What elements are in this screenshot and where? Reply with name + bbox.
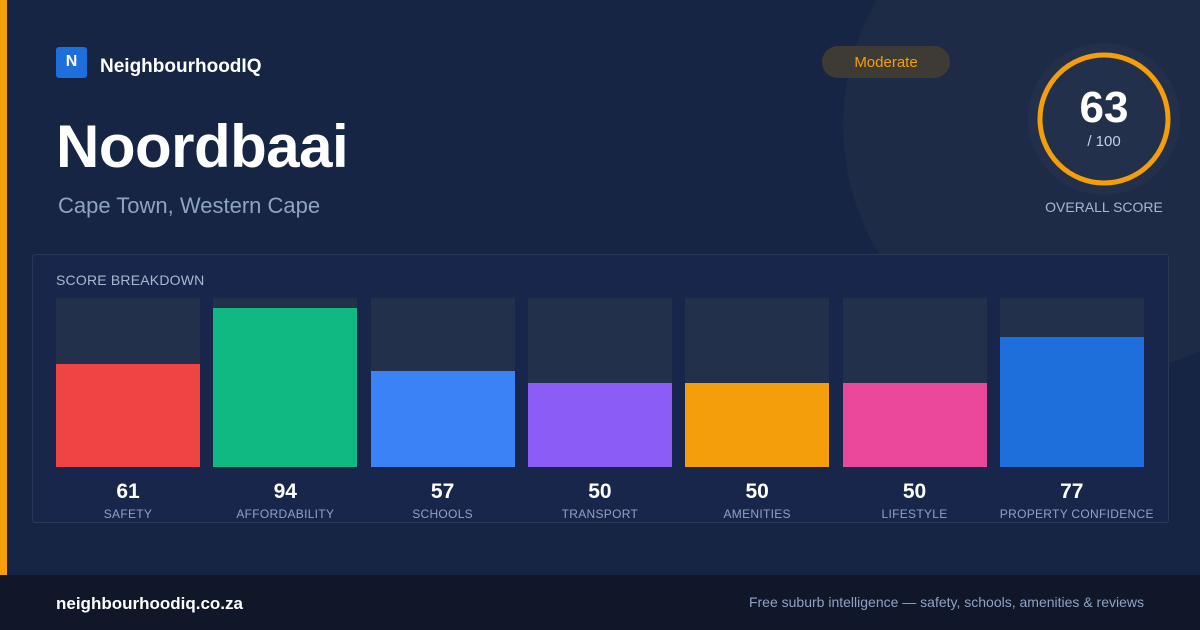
bar-value: 61 (116, 480, 140, 503)
footer-tagline: Free suburb intelligence — safety, schoo… (748, 594, 1144, 610)
bar-track (56, 298, 200, 467)
overall-score-caption: OVERALL SCORE (1045, 199, 1163, 215)
bar-fill (527, 382, 672, 467)
score-ring-progress (1037, 52, 1171, 186)
bar-label: TRANSPORT (561, 507, 639, 521)
bar-track (213, 298, 358, 467)
bar-track (842, 298, 987, 467)
bar-label: SCHOOLS (412, 507, 473, 521)
bar-fill (842, 382, 987, 467)
bar-track (370, 298, 515, 467)
bar-track (999, 298, 1144, 467)
bar-fill (213, 308, 358, 467)
score-bar-lifestyle: 50 LIFESTYLE (842, 298, 987, 521)
score-bar-property-confidence: 77 PROPERTY CONFIDENCE (999, 298, 1154, 521)
overall-score-ring: 63 / 100 (1028, 43, 1180, 195)
bar-value: 77 (1060, 480, 1084, 503)
bar-value: 50 (588, 480, 612, 503)
overall-score-value: 63 (1079, 83, 1129, 132)
bar-label: AFFORDABILITY (236, 507, 335, 521)
bar-label: AMENITIES (723, 507, 791, 521)
suburb-title: Noordbaai (56, 113, 349, 180)
brand-logo-icon: N (56, 46, 87, 78)
accent-stripe (0, 0, 7, 575)
score-bar-schools: 57 SCHOOLS (370, 298, 515, 521)
brand-name: NeighbourhoodIQ (100, 56, 262, 77)
bar-track (527, 298, 672, 467)
bar-track (685, 298, 830, 467)
bar-fill (685, 382, 830, 467)
footer-domain: neighbourhoodiq.co.za (56, 594, 243, 613)
share-card: N NeighbourhoodIQ Noordbaai Cape Town, W… (0, 0, 1180, 575)
score-bar-transport: 50 TRANSPORT (527, 298, 672, 521)
score-breakdown-panel: SCORE BREAKDOWN 61 SAFETY 94 AFFORDABILITY 5… (32, 254, 1169, 523)
bar-value: 57 (430, 480, 455, 503)
score-ring-icon (1037, 52, 1171, 186)
bar-label: PROPERTY CONFIDENCE (999, 507, 1154, 521)
bar-fill (370, 370, 515, 467)
rating-badge: Moderate (822, 46, 950, 78)
brand: N NeighbourhoodIQ (56, 46, 261, 78)
bar-fill (999, 336, 1144, 467)
breakdown-title: SCORE BREAKDOWN (56, 272, 205, 288)
bar-label: LIFESTYLE (881, 507, 948, 521)
bar-value: 50 (902, 480, 927, 503)
bar-fill (56, 363, 200, 467)
footer: neighbourhoodiq.co.za Free suburb intell… (0, 575, 1200, 630)
score-bar-affordability: 94 AFFORDABILITY (213, 298, 358, 521)
bar-value: 94 (273, 480, 297, 503)
score-bar-amenities: 50 AMENITIES (685, 298, 830, 521)
suburb-location: Cape Town, Western Cape (58, 193, 321, 218)
overall-score-max: / 100 (1087, 133, 1121, 150)
bar-label: SAFETY (103, 507, 153, 521)
score-bar-safety: 61 SAFETY (56, 298, 200, 521)
bar-value: 50 (745, 480, 769, 503)
